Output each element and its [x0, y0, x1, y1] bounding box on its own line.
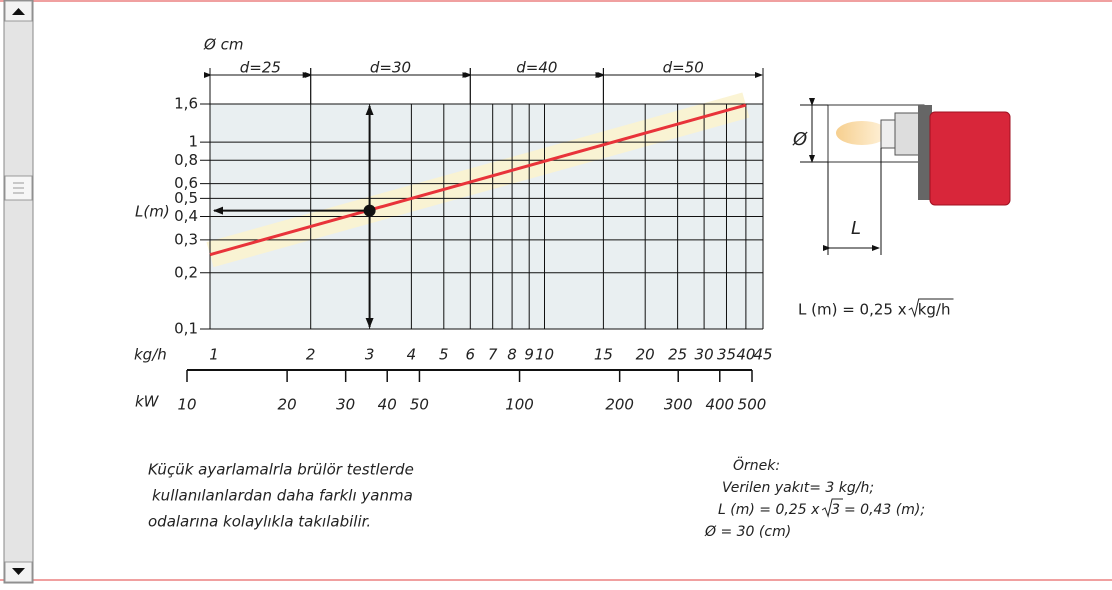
x2-tick-label: 20	[278, 396, 297, 414]
x-tick-label: 45	[753, 346, 772, 364]
x2-axis-label: kW	[135, 393, 160, 411]
head	[894, 112, 921, 156]
x2-tick-label: 200	[605, 396, 634, 414]
example-radicand: 3	[831, 502, 840, 518]
x2-tick-label: 50	[410, 396, 429, 414]
formula-radicand: kg/h	[918, 301, 951, 319]
y-tick-label: 0,8	[174, 151, 198, 169]
x2-tick-label: 300	[664, 396, 693, 414]
example-point	[363, 204, 376, 217]
radical	[821, 498, 843, 518]
burner-body	[929, 111, 1011, 206]
y-tick-label: 0,4	[174, 207, 198, 225]
y-tick-label: 0,2	[174, 263, 198, 281]
x2-tick-label: 100	[505, 396, 534, 414]
example-line: Verilen yakıt= 3 kg/h;	[722, 480, 874, 496]
radical	[908, 298, 954, 318]
x-tick-label: 7	[488, 346, 498, 364]
example-line: L (m) = 0,25 x	[718, 502, 820, 518]
x2-tick-label: 40	[378, 396, 397, 414]
x-tick-label: 2	[306, 346, 316, 364]
band-label: d=50	[663, 59, 704, 77]
x-tick-label: 10	[535, 346, 554, 364]
x-tick-label: 9	[524, 346, 534, 364]
formula-text: L (m) = 0,25 x	[798, 301, 907, 319]
x-tick-label: 25	[668, 346, 687, 364]
example-line: = 0,43 (m);	[844, 502, 925, 518]
band-label: d=30	[370, 59, 411, 77]
x2-tick-label: 400	[705, 396, 734, 414]
x2-tick-label: 10	[177, 396, 196, 414]
scroll-grip	[13, 182, 24, 194]
y-tick-label: 0,6	[174, 174, 198, 192]
y-tick-label: 0,3	[174, 230, 198, 248]
y-tick-label: 1,6	[174, 95, 198, 113]
x-tick-label: 30	[695, 346, 714, 364]
y-tick-label: 1	[188, 133, 198, 151]
burner-diagram: Ø L	[792, 98, 1011, 255]
x-tick-label: 5	[439, 346, 449, 364]
scroll-up-icon	[12, 8, 25, 15]
x-tick-label: 20	[636, 346, 655, 364]
diameter-label: Ø	[792, 129, 808, 150]
x-tick-label: 4	[407, 346, 417, 364]
x2-tick-label: 500	[738, 396, 767, 414]
top-label: Ø cm	[203, 36, 243, 54]
formula: L (m) = 0,25 x kg/h	[798, 298, 954, 319]
scrollbar[interactable]	[3, 0, 34, 584]
length-label: L	[851, 218, 861, 239]
x-tick-label: 15	[594, 346, 613, 364]
y-axis-label: L(m)	[135, 203, 170, 221]
x-tick-label: 8	[507, 346, 517, 364]
example-line: Ø = 30 (cm)	[704, 524, 791, 540]
scroll-down-icon	[12, 568, 25, 575]
band-label: d=25	[240, 59, 281, 77]
series-line	[209, 103, 747, 257]
y-tick-label: 0,1	[174, 320, 198, 338]
flange	[918, 105, 932, 200]
x-tick-label: 40	[736, 346, 755, 364]
x-tick-label: 3	[365, 346, 375, 364]
band-label: d=40	[516, 59, 557, 77]
x2-tick-label: 30	[336, 396, 355, 414]
x-tick-label: 35	[717, 346, 736, 364]
x-axis-label: kg/h	[134, 346, 167, 364]
note: Küçük ayarlamalrla brülör testlerde kull…	[148, 461, 414, 531]
note-line: Küçük ayarlamalrla brülör testlerde	[148, 461, 414, 479]
plot: 0,10,20,30,40,50,60,811,61 2 3 4 5 6 7 8 9 10 15 20…	[134, 36, 773, 414]
example-title: Örnek:	[733, 456, 780, 474]
x-tick-label: 1	[209, 346, 219, 364]
example: Örnek: Verilen yakıt= 3 kg/h; L (m) = 0,…	[704, 456, 925, 540]
note-line: odalarına kolaylıkla takılabilir.	[148, 513, 371, 531]
flame	[836, 121, 888, 145]
y-tick-label: 0,5	[174, 189, 198, 207]
note-line: kullanılanlardan daha farklı yanma	[152, 487, 413, 505]
x-tick-label: 6	[466, 346, 476, 364]
scroll-track[interactable]	[3, 0, 34, 584]
